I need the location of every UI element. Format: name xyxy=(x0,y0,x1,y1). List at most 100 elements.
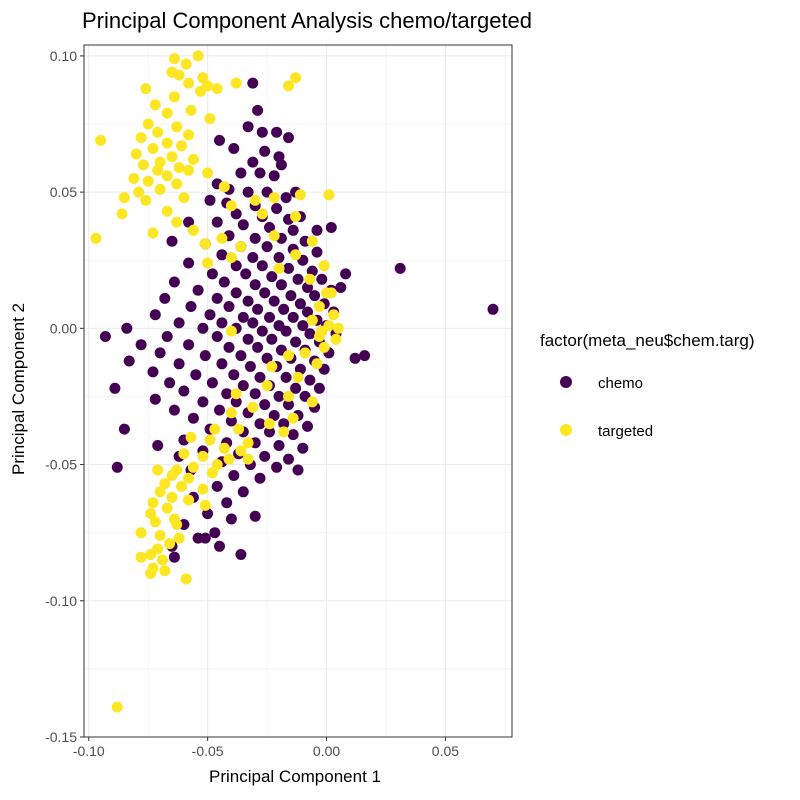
point-targeted xyxy=(164,538,176,550)
point-chemo xyxy=(206,268,218,280)
point-chemo xyxy=(256,325,268,337)
point-chemo xyxy=(183,216,195,228)
point-targeted xyxy=(304,273,316,285)
point-chemo xyxy=(256,260,268,272)
y-tick-label: -0.10 xyxy=(45,593,77,609)
point-targeted xyxy=(218,442,230,454)
point-targeted xyxy=(313,301,325,312)
point-targeted xyxy=(328,309,340,321)
x-axis-title: Principal Component 1 xyxy=(209,767,381,786)
point-targeted xyxy=(166,151,178,163)
x-tick-label: 0.05 xyxy=(432,743,459,759)
point-chemo xyxy=(204,194,216,206)
point-chemo xyxy=(214,540,225,552)
point-targeted xyxy=(318,260,330,272)
point-chemo xyxy=(218,276,230,288)
point-targeted xyxy=(206,467,218,479)
point-targeted xyxy=(159,478,171,490)
point-chemo xyxy=(211,292,223,304)
point-targeted xyxy=(268,192,280,204)
point-chemo xyxy=(214,134,225,146)
point-targeted xyxy=(211,83,223,95)
point-chemo xyxy=(247,77,259,89)
point-targeted xyxy=(185,104,197,116)
y-tick-label: 0.05 xyxy=(50,184,77,200)
point-chemo xyxy=(268,295,280,307)
point-targeted xyxy=(157,554,168,566)
point-chemo xyxy=(152,440,164,451)
point-targeted xyxy=(204,434,216,446)
x-tick-label: -0.05 xyxy=(192,743,224,759)
point-targeted xyxy=(161,137,173,149)
point-chemo xyxy=(228,143,240,154)
point-chemo xyxy=(283,262,294,274)
point-targeted xyxy=(142,118,154,130)
point-chemo xyxy=(230,396,242,408)
point-chemo xyxy=(285,290,297,302)
point-targeted xyxy=(142,175,154,187)
point-chemo xyxy=(206,377,218,389)
point-chemo xyxy=(264,222,275,233)
point-chemo xyxy=(166,235,178,247)
point-chemo xyxy=(237,486,249,498)
point-chemo xyxy=(237,219,249,231)
point-chemo xyxy=(211,331,223,342)
point-chemo xyxy=(214,404,225,416)
point-targeted xyxy=(199,238,211,250)
point-targeted xyxy=(290,249,302,261)
point-targeted xyxy=(209,423,221,435)
point-targeted xyxy=(197,483,209,495)
point-chemo xyxy=(266,271,278,283)
point-chemo xyxy=(316,273,328,285)
point-targeted xyxy=(218,181,230,193)
legend-label-targeted: targeted xyxy=(598,423,653,440)
y-tick-label: -0.05 xyxy=(45,457,77,473)
point-targeted xyxy=(149,99,161,111)
point-targeted xyxy=(197,72,209,84)
point-chemo xyxy=(204,309,216,321)
point-chemo xyxy=(290,336,302,348)
point-chemo xyxy=(394,262,406,274)
point-chemo xyxy=(244,361,256,372)
point-targeted xyxy=(147,227,159,239)
point-targeted xyxy=(204,113,216,125)
point-targeted xyxy=(178,192,190,204)
point-chemo xyxy=(221,497,233,509)
point-chemo xyxy=(223,341,235,353)
point-targeted xyxy=(211,459,223,471)
point-chemo xyxy=(264,311,275,323)
point-chemo xyxy=(309,290,321,302)
point-targeted xyxy=(183,129,195,141)
point-targeted xyxy=(306,396,318,408)
point-targeted xyxy=(183,77,195,89)
point-targeted xyxy=(154,529,166,541)
point-chemo xyxy=(261,241,273,253)
point-chemo xyxy=(149,309,161,321)
point-chemo xyxy=(164,377,176,389)
point-targeted xyxy=(330,333,342,345)
point-targeted xyxy=(292,371,304,383)
point-chemo xyxy=(247,156,259,168)
point-chemo xyxy=(264,426,275,438)
point-chemo xyxy=(266,333,278,345)
point-chemo xyxy=(121,322,133,334)
panel-border xyxy=(83,44,513,738)
point-targeted xyxy=(171,519,183,530)
point-targeted xyxy=(149,516,161,528)
point-targeted xyxy=(135,132,147,144)
point-chemo xyxy=(242,186,254,198)
point-targeted xyxy=(145,508,157,520)
point-chemo xyxy=(111,461,123,473)
point-chemo xyxy=(304,374,316,386)
point-chemo xyxy=(273,440,285,451)
point-chemo xyxy=(159,292,171,304)
point-chemo xyxy=(287,311,299,323)
point-chemo xyxy=(325,222,337,233)
point-targeted xyxy=(168,91,180,103)
point-chemo xyxy=(187,412,199,424)
point-chemo xyxy=(242,295,254,307)
point-targeted xyxy=(130,148,142,160)
point-targeted xyxy=(90,232,102,244)
point-targeted xyxy=(256,208,268,220)
point-targeted xyxy=(180,573,192,585)
